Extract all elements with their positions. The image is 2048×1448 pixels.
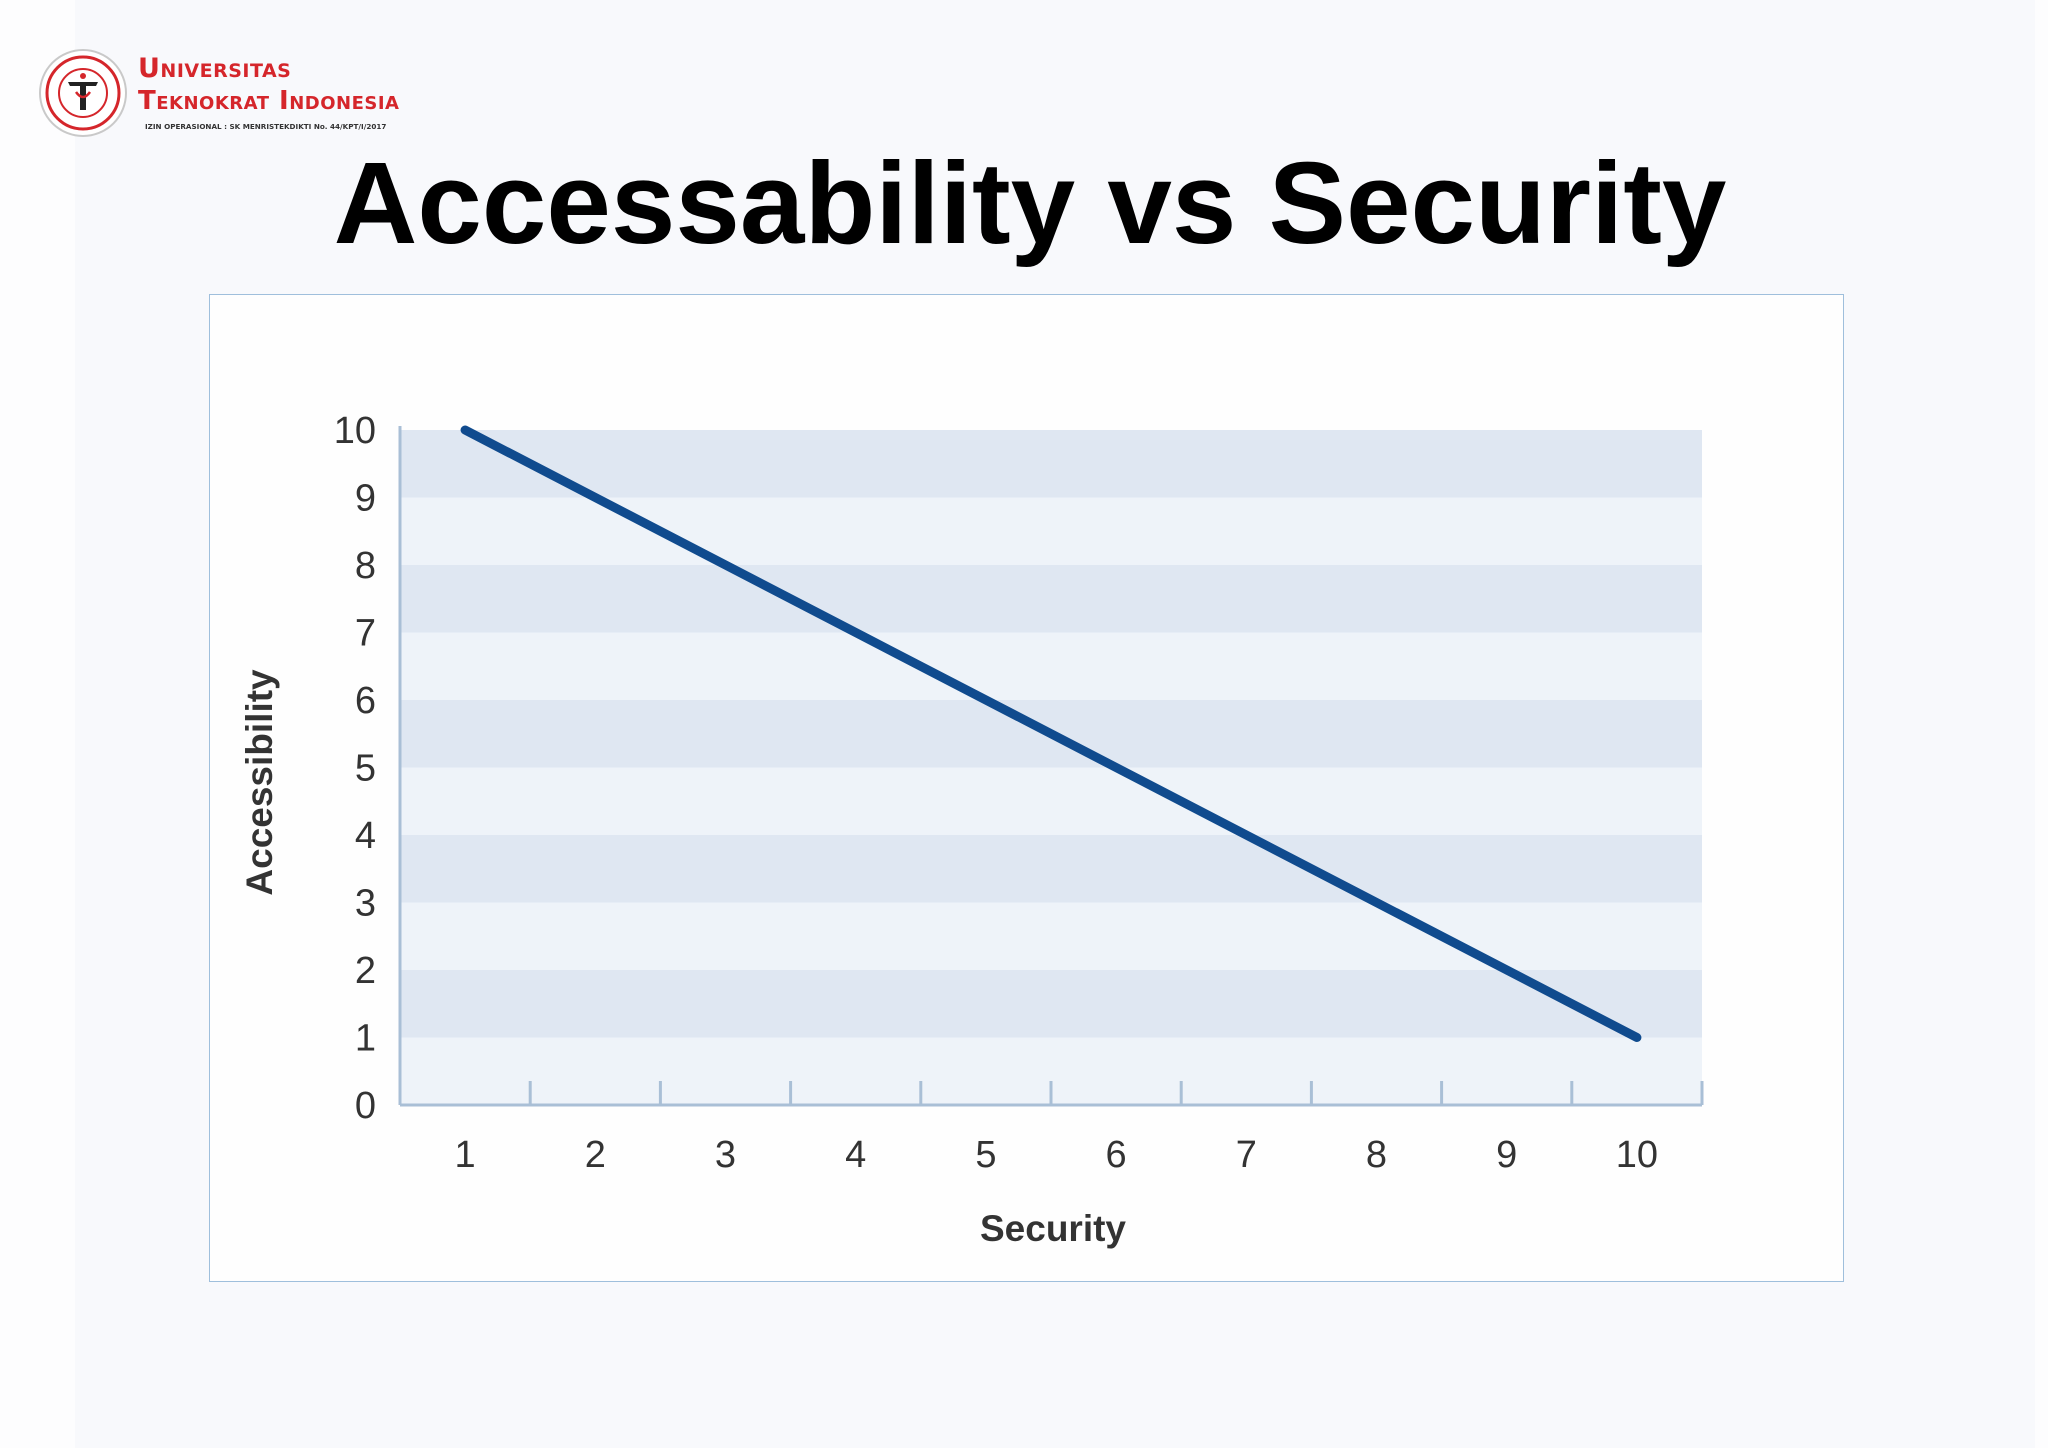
brand-name-line2: Teknokrat Indonesia bbox=[138, 86, 400, 116]
y-tick-label: 3 bbox=[355, 883, 376, 925]
grid-band bbox=[400, 430, 1702, 498]
x-tick-label: 6 bbox=[1106, 1134, 1127, 1176]
y-tick-label: 7 bbox=[355, 613, 376, 655]
y-tick-label: 10 bbox=[334, 410, 376, 452]
x-tick-label: 10 bbox=[1616, 1134, 1658, 1176]
x-tick-label: 8 bbox=[1366, 1134, 1387, 1176]
x-tick-label: 4 bbox=[845, 1134, 866, 1176]
grid-band bbox=[400, 565, 1702, 633]
brand-name-line1: Universitas bbox=[138, 53, 292, 84]
line-chart: 0 1 2 3 4 5 6 7 8 9 10 1 2 3 4 5 6 7 8 9 10 Security Accessibi… bbox=[239, 410, 1704, 1249]
x-tick-label: 2 bbox=[585, 1134, 606, 1176]
x-tick-label: 3 bbox=[715, 1134, 736, 1176]
brand-permit-text: IZIN OPERASIONAL : SK MENRISTEKDIKTI No.… bbox=[145, 122, 387, 131]
grid-band bbox=[400, 632, 1702, 700]
grid-band bbox=[400, 902, 1702, 970]
university-seal-logo bbox=[39, 49, 127, 137]
y-tick-label: 1 bbox=[355, 1018, 376, 1060]
university-brand: Universitas Teknokrat Indonesia bbox=[138, 55, 399, 114]
y-tick-label: 5 bbox=[355, 748, 376, 790]
y-tick-label: 4 bbox=[355, 815, 376, 857]
grid-band bbox=[400, 835, 1702, 903]
chart-frame: 0 1 2 3 4 5 6 7 8 9 10 1 2 3 4 5 6 7 8 9 10 Security Accessibi… bbox=[209, 294, 1844, 1282]
x-tick-label: 7 bbox=[1236, 1134, 1257, 1176]
y-tick-label: 0 bbox=[355, 1085, 376, 1127]
y-tick-label: 2 bbox=[355, 950, 376, 992]
grid-band bbox=[400, 497, 1702, 565]
y-tick-label: 9 bbox=[355, 478, 376, 520]
y-axis-title: Accessibility bbox=[239, 669, 280, 896]
x-tick-label: 5 bbox=[975, 1134, 996, 1176]
y-tick-label: 8 bbox=[355, 545, 376, 587]
y-tick-label: 6 bbox=[355, 680, 376, 722]
grid-band bbox=[400, 970, 1702, 1038]
x-tick-label: 9 bbox=[1496, 1134, 1517, 1176]
grid-band bbox=[400, 767, 1702, 835]
page-title: Accessability vs Security bbox=[333, 138, 1727, 268]
x-tick-label: 1 bbox=[455, 1134, 476, 1176]
x-axis-title: Security bbox=[980, 1208, 1126, 1249]
series-line bbox=[460, 425, 1642, 1042]
